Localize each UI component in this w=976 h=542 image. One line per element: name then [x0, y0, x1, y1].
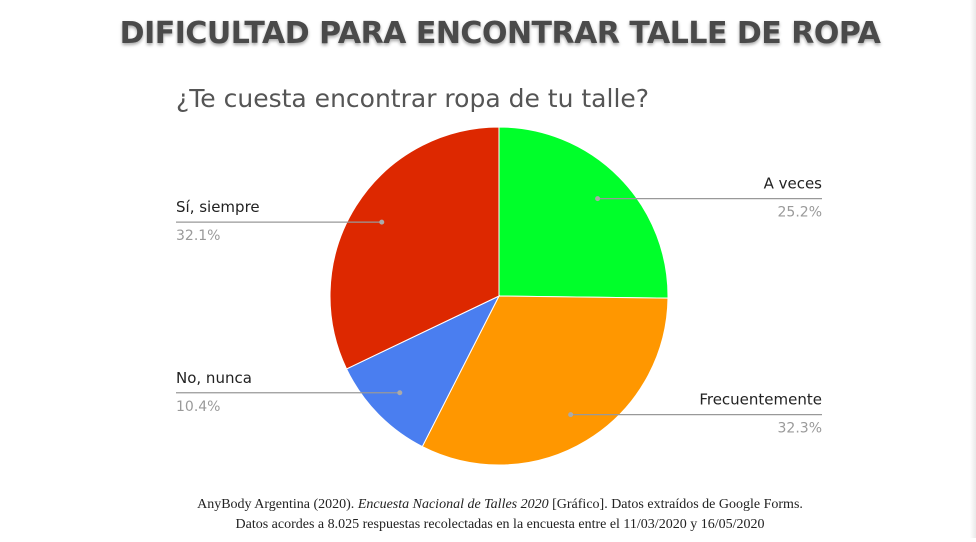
slice-value-a-veces: 25.2%	[778, 205, 822, 221]
leader-dot-a-veces	[595, 196, 601, 202]
slice-label-no-nunca: No, nunca	[176, 369, 252, 387]
page-heading: DIFICULTAD PARA ENCONTRAR TALLE DE ROPA	[119, 16, 881, 51]
caption-author: AnyBody Argentina (2020).	[197, 497, 358, 512]
chart-title: ¿Te cuesta encontrar ropa de tu talle?	[176, 84, 649, 113]
pie-slices	[329, 126, 669, 466]
slice-value-si-siempre: 32.1%	[176, 228, 220, 244]
slice-value-frecuentemente: 32.3%	[778, 421, 822, 437]
source-caption: AnyBody Argentina (2020). Encuesta Nacio…	[0, 495, 976, 535]
caption-survey-title: Encuesta Nacional de Talles 2020	[357, 497, 549, 512]
leader-dot-si-siempre	[379, 219, 385, 225]
slice-value-no-nunca: 10.4%	[176, 399, 220, 415]
slice-label-frecuentemente: Frecuentemente	[699, 391, 822, 409]
pie-slice-si-siempre	[329, 126, 500, 370]
leader-dot-frecuentemente	[568, 412, 574, 418]
caption-line-2: Datos acordes a 8.025 respuestas recolec…	[235, 517, 765, 532]
pie-slice-frecuentemente	[421, 295, 669, 466]
pie-slice-no-nunca	[345, 294, 501, 448]
leader-dot-no-nunca	[397, 390, 403, 396]
pie-slice-a-veces	[498, 126, 669, 299]
caption-line-1: AnyBody Argentina (2020). Encuesta Nacio…	[0, 495, 976, 515]
page-edge-shadow	[970, 0, 976, 538]
slice-label-a-veces: A veces	[764, 175, 823, 193]
caption-source-rest: [Gráfico]. Datos extraídos de Google For…	[548, 497, 803, 512]
slice-label-si-siempre: Sí, siempre	[176, 198, 260, 216]
pie-labels: A veces 25.2% Frecuentemente 32.3% No, nunca…	[176, 175, 822, 437]
